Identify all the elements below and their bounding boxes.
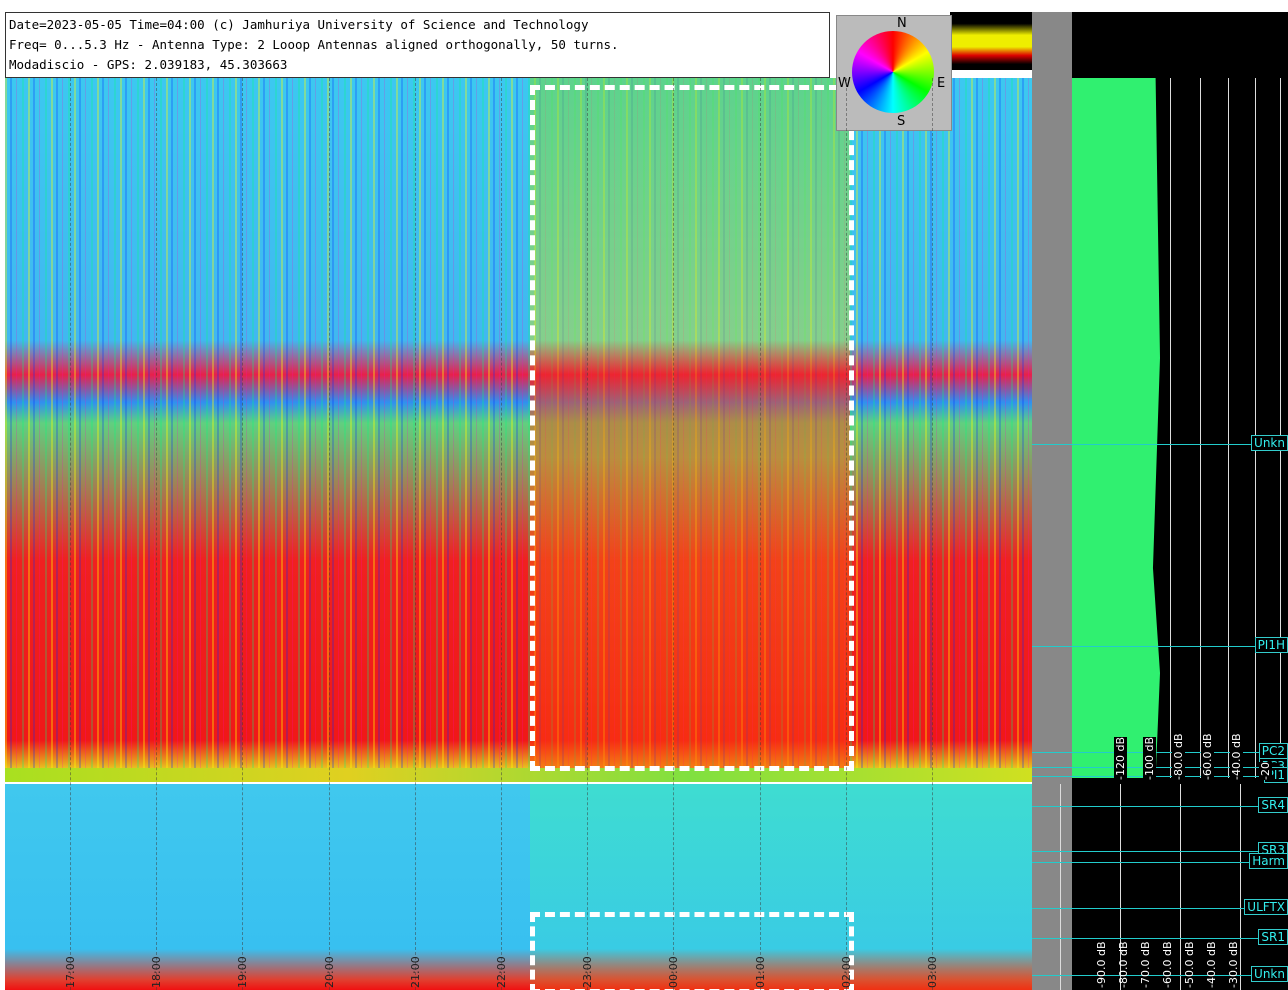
db-label: -90.0 dB	[1095, 942, 1108, 989]
band-line	[1032, 646, 1288, 647]
band-label: Unkn	[1251, 435, 1288, 451]
band-line	[1032, 806, 1288, 807]
grid-line	[1240, 784, 1241, 990]
grid-line	[760, 78, 761, 990]
grid-line	[846, 78, 847, 990]
db-label: -120 dB	[1114, 737, 1127, 780]
db-label: -50.0 dB	[1183, 942, 1196, 989]
db-label: -70.0 dB	[1139, 942, 1152, 989]
header-line: Date=2023-05-05 Time=04:00 (c) Jamhuriya…	[9, 17, 588, 32]
grid-line	[587, 78, 588, 990]
band-line	[1032, 975, 1288, 976]
grid-line	[70, 78, 71, 990]
grid-line	[329, 78, 330, 990]
time-label: 17:00	[64, 956, 77, 988]
compass-label: E	[937, 76, 945, 91]
header-line: Freq= 0...5.3 Hz - Antenna Type: 2 Looop…	[9, 37, 619, 52]
db-label: -40.0 dB	[1205, 942, 1218, 989]
level-histogram	[1072, 78, 1160, 778]
db-label: -80.0 dB	[1117, 942, 1130, 989]
compass-label: W	[838, 76, 851, 91]
band-label: SR4	[1258, 797, 1288, 813]
grid-line	[673, 78, 674, 990]
time-label: 03:00	[926, 956, 939, 988]
waveform	[950, 12, 1032, 70]
grid-line	[1200, 78, 1201, 778]
band-label: Harm	[1249, 853, 1288, 869]
band-line	[1032, 444, 1288, 445]
band-label: Unkn	[1251, 966, 1288, 982]
grid-line	[242, 78, 243, 990]
compass-rose	[852, 31, 934, 113]
grid-line	[501, 78, 502, 990]
grid-line	[1180, 784, 1181, 990]
db-label: -80.0 dB	[1172, 734, 1185, 781]
db-label: -100 dB	[1143, 737, 1156, 780]
grid-line	[1280, 78, 1281, 778]
time-label: 02:00	[840, 956, 853, 988]
grid-line	[1060, 784, 1061, 990]
compass-label: S	[897, 114, 905, 129]
time-label: 21:00	[409, 956, 422, 988]
green-strip	[5, 768, 1032, 782]
time-label: 00:00	[667, 956, 680, 988]
db-label: -60.0 dB	[1161, 942, 1174, 989]
grid-line	[1255, 78, 1256, 778]
scale-column	[1032, 12, 1072, 990]
band-line	[1032, 938, 1288, 939]
db-label: -30.0 dB	[1227, 942, 1240, 989]
dashed-box	[530, 912, 854, 990]
time-label: 19:00	[236, 956, 249, 988]
band-line	[1032, 752, 1288, 753]
time-label: 22:00	[495, 956, 508, 988]
band-label: PI1H	[1255, 637, 1288, 653]
band-line	[1032, 767, 1288, 768]
db-label: -20	[1259, 762, 1272, 780]
time-label: 18:00	[150, 956, 163, 988]
grid-line	[1170, 78, 1171, 778]
spectrogram-texture	[5, 78, 1032, 768]
band-label: ULFTX	[1244, 899, 1288, 915]
time-label: 01:00	[754, 956, 767, 988]
db-label: -40.0 dB	[1230, 734, 1243, 781]
band-label: SR1	[1258, 929, 1288, 945]
band-label: PC2	[1259, 743, 1288, 759]
header-line: Modadiscio - GPS: 2.039183, 45.303663	[9, 57, 287, 72]
grid-line	[156, 78, 157, 990]
grid-line	[1228, 78, 1229, 778]
band-line	[1032, 851, 1288, 852]
time-label: 20:00	[323, 956, 336, 988]
page: Date=2023-05-05 Time=04:00 (c) Jamhuriya…	[0, 0, 1288, 990]
grid-line	[415, 78, 416, 990]
time-label: 23:00	[581, 956, 594, 988]
compass-label: N	[897, 16, 907, 31]
grid-line	[932, 78, 933, 990]
dashed-box	[530, 85, 854, 771]
band-line	[1032, 776, 1288, 777]
db-label: -60.0 dB	[1201, 734, 1214, 781]
